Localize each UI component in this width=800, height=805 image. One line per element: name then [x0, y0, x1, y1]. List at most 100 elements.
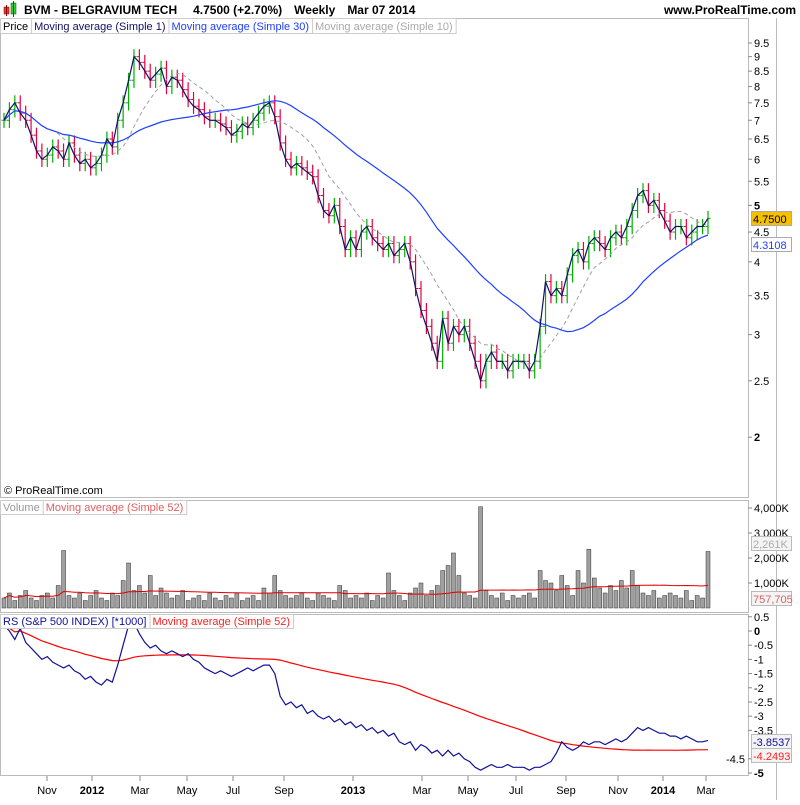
rs-tick-label: -2 [754, 683, 764, 695]
ma30-value-label-box [751, 237, 792, 252]
last-price-label: 4.7500 [753, 214, 787, 226]
volume-bar [472, 597, 478, 609]
rs-legend: RS (S&P 500 INDEX) [*1000] Moving averag… [0, 614, 295, 629]
price-tick-label: 3 [754, 330, 760, 342]
volume-bar [684, 590, 689, 609]
rs-tick-label: -2.5 [754, 697, 773, 709]
volume-bar [272, 575, 278, 609]
volume-bar [380, 597, 386, 609]
volume-legend: Volume Moving average (Simple 52) [0, 500, 188, 515]
volume-bar [554, 590, 559, 609]
rs-tick-label: -0.5 [754, 640, 773, 652]
volume-bar [440, 570, 445, 609]
price-legend: Price Moving average (Simple 1) Moving a… [0, 18, 457, 34]
x-tick-label: Jul [509, 785, 523, 797]
volume-bar [28, 597, 34, 609]
volume-bar [196, 595, 202, 609]
rs-ma-value-label-box [751, 748, 792, 763]
volume-bar [82, 600, 88, 609]
volume-bar [342, 590, 348, 609]
volume-panel[interactable] [0, 500, 749, 613]
price-tick-label: 7 [754, 115, 760, 127]
volume-bar [613, 590, 619, 609]
last-price-change: 4.7500 (+2.70%) [193, 3, 282, 17]
volume-bar [619, 580, 624, 609]
volume-bar [689, 600, 695, 609]
volume-bar [175, 595, 180, 609]
rs-tick-label: -1 [754, 654, 764, 666]
volume-bar [126, 562, 131, 609]
volume-bar [7, 592, 12, 609]
volume-bar [516, 597, 521, 609]
volume-bar [207, 592, 213, 609]
volume-bar [202, 600, 207, 609]
volume-bar [332, 600, 337, 609]
legend-ma30[interactable]: Moving average (Simple 30) [172, 21, 310, 33]
volume-bar [120, 580, 126, 609]
volume-bar [608, 585, 613, 609]
rs-panel[interactable] [0, 614, 749, 776]
volume-bar [153, 595, 158, 609]
volume-bar [657, 597, 662, 609]
volume-bar [559, 575, 565, 609]
volume-bar [17, 595, 23, 609]
volume-value-label-box [751, 536, 792, 551]
volume-bar [348, 597, 353, 609]
volume-bar [66, 595, 72, 609]
volume-bar [424, 595, 429, 609]
legend-volume-ma[interactable]: Moving average (Simple 52) [46, 502, 184, 514]
x-tick-label: Mar [697, 785, 716, 797]
volume-bar [218, 600, 223, 609]
volume-bar [234, 592, 240, 609]
volume-bar [256, 600, 261, 609]
volume-bar [483, 590, 489, 609]
volume-bar [570, 595, 575, 609]
rs-tick-label: -1.5 [754, 669, 773, 681]
legend-ma1[interactable]: Moving average (Simple 1) [34, 21, 165, 33]
legend-rs[interactable]: RS (S&P 500 INDEX) [*1000] [3, 616, 146, 628]
legend-rs-ma[interactable]: Moving average (Simple 52) [152, 616, 290, 628]
volume-bar [34, 600, 39, 609]
legend-ma10[interactable]: Moving average (Simple 10) [315, 21, 453, 33]
volume-bar [478, 506, 483, 609]
volume-tick-label: 4,000K [754, 503, 790, 515]
volume-bar [624, 587, 630, 609]
volume-bar [564, 585, 570, 609]
x-tick-label: Mar [131, 785, 150, 797]
volume-bar [164, 592, 169, 609]
volume-bar [429, 590, 435, 609]
volume-bar [55, 585, 61, 609]
volume-bar [72, 597, 77, 609]
volume-bar [1, 597, 7, 609]
volume-bar [321, 595, 326, 609]
volume-bar [23, 590, 28, 609]
volume-tick-label: 2,000K [754, 553, 790, 565]
volume-bar [283, 595, 288, 609]
volume-bar [223, 595, 229, 609]
volume-bar [602, 592, 608, 609]
x-tick-label: 2014 [651, 785, 676, 797]
volume-ma-value-label-box [751, 591, 792, 606]
price-tick-label: 4 [754, 257, 760, 269]
volume-bar [315, 592, 321, 609]
volume-bar [115, 595, 120, 609]
volume-tick-label: 1,000K [754, 578, 790, 590]
ma30-value-label: 4.3108 [753, 240, 787, 252]
price-tick-label: 8.5 [754, 66, 769, 78]
price-tick-label: 4.5 [754, 227, 769, 239]
volume-bar [651, 590, 657, 609]
x-tick-label: Nov [37, 785, 57, 797]
rs-tick-label: -4.5 [726, 754, 745, 766]
volume-bar [180, 590, 185, 609]
volume-bar [575, 570, 581, 609]
volume-bar [110, 592, 115, 609]
volume-bar [640, 592, 646, 609]
volume-bar [61, 550, 66, 609]
volume-bar [543, 580, 548, 609]
volume-bar [39, 595, 45, 609]
price-tick-label: 2 [754, 432, 760, 444]
volume-bar [359, 597, 364, 609]
price-tick-label: 9.5 [754, 38, 769, 50]
site-link[interactable]: www.ProRealTime.com [663, 3, 796, 17]
